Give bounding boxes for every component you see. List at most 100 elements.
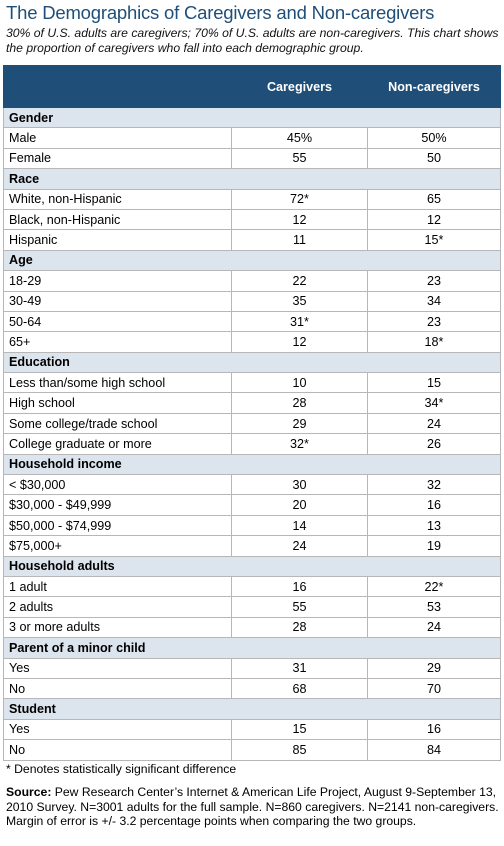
noncaregivers-value: 15* (367, 229, 501, 251)
table-row: 50-64 31* 23 (3, 310, 501, 333)
row-label: White, non-Hispanic (3, 188, 232, 210)
section-label: Household income (3, 453, 501, 476)
row-label: $30,000 - $49,999 (3, 494, 232, 516)
noncaregivers-value: 16 (367, 494, 501, 516)
table-row: 3 or more adults 28 24 (3, 616, 501, 639)
noncaregivers-value: 53 (367, 596, 501, 618)
noncaregivers-value: 65 (367, 188, 501, 210)
caregivers-value: 55 (231, 596, 368, 618)
table-row: Yes 15 16 (3, 718, 501, 741)
table-row: 65+ 12 18* (3, 331, 501, 353)
section-header-row: Parent of a minor child (3, 637, 501, 659)
noncaregivers-value: 19 (367, 535, 501, 557)
noncaregivers-value: 13 (367, 514, 501, 537)
significance-note: * Denotes statistically significant diff… (6, 762, 237, 776)
row-label: No (3, 739, 232, 761)
source-label: Source: (6, 785, 52, 799)
row-label: 50-64 (3, 310, 232, 333)
row-label: 30-49 (3, 290, 232, 312)
table-row: $75,000+ 24 19 (3, 535, 501, 557)
row-label: Less than/some high school (3, 372, 232, 394)
row-label: $75,000+ (3, 535, 232, 557)
noncaregivers-value: 16 (367, 718, 501, 741)
caregivers-value: 10 (231, 372, 368, 394)
row-label: Black, non-Hispanic (3, 208, 232, 231)
section-header-row: Age (3, 249, 501, 272)
row-label: 65+ (3, 331, 232, 353)
caregivers-value: 14 (231, 514, 368, 537)
section-label: Gender (3, 106, 501, 129)
caregivers-value: 35 (231, 290, 368, 312)
caregivers-value: 68 (231, 677, 368, 700)
header-row: Caregivers Non-caregivers (3, 65, 501, 108)
noncaregivers-value: 23 (367, 270, 501, 292)
caregivers-value: 15 (231, 718, 368, 741)
caregivers-value: 32* (231, 433, 368, 455)
row-label: 18-29 (3, 270, 232, 292)
section-label: Student (3, 698, 501, 720)
row-label: 2 adults (3, 596, 232, 618)
caregivers-value: 28 (231, 392, 368, 414)
noncaregivers-value: 34* (367, 392, 501, 414)
header-noncaregivers: Non-caregivers (367, 65, 501, 108)
caregivers-value: 11 (231, 229, 368, 251)
row-label: High school (3, 392, 232, 414)
caregivers-value: 30 (231, 474, 368, 496)
caregivers-value: 29 (231, 412, 368, 435)
noncaregivers-value: 70 (367, 677, 501, 700)
table-row: Some college/trade school 29 24 (3, 412, 501, 435)
noncaregivers-value: 23 (367, 310, 501, 333)
noncaregivers-value: 84 (367, 739, 501, 761)
caregivers-value: 45% (231, 127, 368, 149)
demographics-table: Caregivers Non-caregivers Gender Male 45% 5… (3, 65, 501, 761)
caregivers-value: 28 (231, 616, 368, 639)
caregivers-value: 20 (231, 494, 368, 516)
noncaregivers-value: 24 (367, 616, 501, 639)
header-blank (3, 65, 232, 108)
table-row: White, non-Hispanic 72* 65 (3, 188, 501, 210)
noncaregivers-value: 32 (367, 474, 501, 496)
source-note: Source: Pew Research Center’s Internet &… (6, 785, 500, 829)
row-label: Hispanic (3, 229, 232, 251)
table-row: 1 adult 16 22* (3, 575, 501, 598)
subtitle: 30% of U.S. adults are caregivers; 70% o… (6, 26, 499, 55)
table-body: Gender Male 45% 50% Female 55 50 Race White, non… (3, 106, 501, 761)
row-label: 1 adult (3, 575, 232, 598)
caregivers-value: 12 (231, 331, 368, 353)
section-label: Education (3, 351, 501, 374)
row-label: 3 or more adults (3, 616, 232, 639)
row-label: < $30,000 (3, 474, 232, 496)
section-header-row: Race (3, 168, 501, 190)
row-label: Female (3, 147, 232, 170)
noncaregivers-value: 24 (367, 412, 501, 435)
table-row: Black, non-Hispanic 12 12 (3, 208, 501, 231)
table-row: High school 28 34* (3, 392, 501, 414)
row-label: $50,000 - $74,999 (3, 514, 232, 537)
table-row: 18-29 22 23 (3, 270, 501, 292)
row-label: College graduate or more (3, 433, 232, 455)
section-header-row: Education (3, 351, 501, 374)
header-caregivers: Caregivers (231, 65, 368, 108)
table-row: No 68 70 (3, 677, 501, 700)
caregivers-value: 22 (231, 270, 368, 292)
table-row: $50,000 - $74,999 14 13 (3, 514, 501, 537)
table-row: 30-49 35 34 (3, 290, 501, 312)
caregivers-value: 72* (231, 188, 368, 210)
section-header-row: Gender (3, 106, 501, 129)
section-label: Parent of a minor child (3, 637, 501, 659)
caregivers-value: 55 (231, 147, 368, 170)
table-row: 2 adults 55 53 (3, 596, 501, 618)
section-header-row: Household income (3, 453, 501, 476)
caregivers-value: 31 (231, 657, 368, 679)
noncaregivers-value: 50 (367, 147, 501, 170)
table-row: Hispanic 11 15* (3, 229, 501, 251)
table-row: Less than/some high school 10 15 (3, 372, 501, 394)
section-label: Age (3, 249, 501, 272)
section-label: Household adults (3, 555, 501, 577)
noncaregivers-value: 22* (367, 575, 501, 598)
row-label: Male (3, 127, 232, 149)
caregivers-value: 24 (231, 535, 368, 557)
noncaregivers-value: 34 (367, 290, 501, 312)
table-row: College graduate or more 32* 26 (3, 433, 501, 455)
source-text: Pew Research Center’s Internet & America… (6, 785, 499, 829)
